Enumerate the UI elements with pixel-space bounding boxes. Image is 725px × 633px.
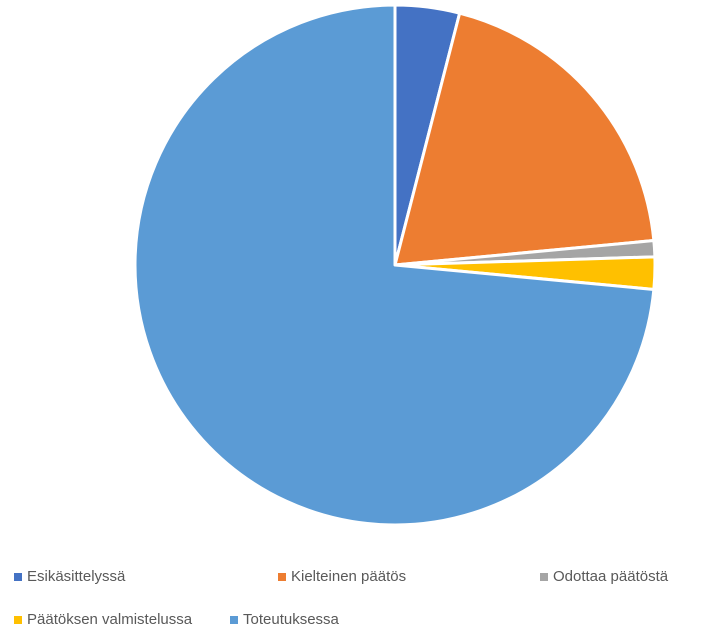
pie-slice-4 [133, 3, 656, 527]
pie-slice-1 [393, 11, 656, 267]
